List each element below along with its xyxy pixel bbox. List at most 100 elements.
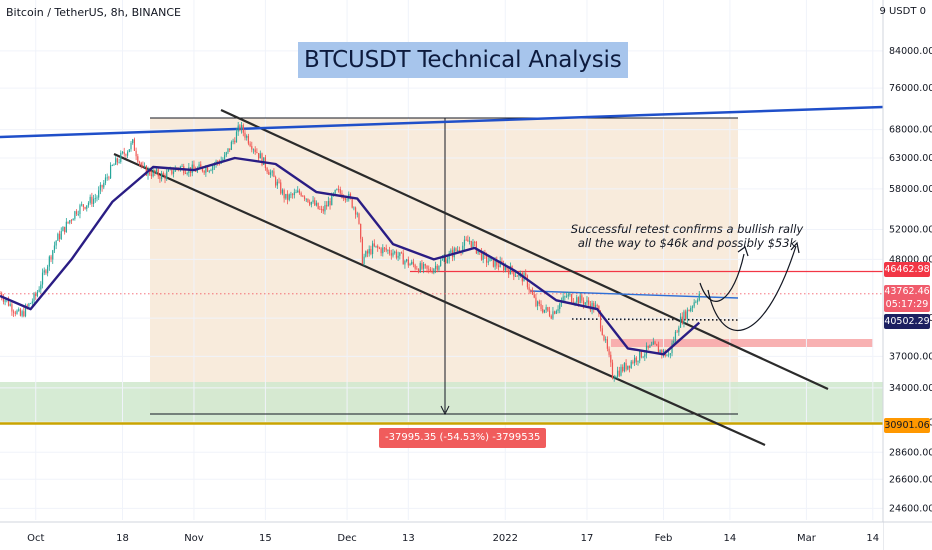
candle-body (222, 159, 224, 161)
candle-body (378, 248, 380, 249)
candle-body (640, 350, 643, 358)
candle-body (150, 174, 153, 177)
forecast-annotation[interactable]: Successful retest confirms a bullish ral… (568, 222, 806, 250)
candle-body (331, 193, 333, 206)
candle-body (239, 125, 241, 130)
candle-body (103, 182, 105, 188)
candle-body (120, 153, 122, 162)
time-tick-label: 17 (581, 533, 594, 544)
candle-body (320, 208, 323, 210)
candle-body (140, 162, 142, 166)
candle-body (639, 350, 641, 361)
candle-body (506, 266, 508, 270)
candle-body (50, 256, 52, 260)
candle-body (70, 220, 73, 222)
candle-body (326, 204, 328, 207)
forecast-arrow-short (699, 253, 745, 302)
candle-body (247, 135, 249, 144)
candle-body (109, 165, 112, 179)
candle-body (492, 257, 494, 267)
candle-body (252, 149, 255, 151)
candle-body (145, 165, 147, 176)
candle-body (344, 198, 346, 201)
candle-body (353, 207, 355, 209)
candle-body (2, 298, 4, 302)
candle-body (96, 197, 98, 199)
candle-body (161, 173, 163, 180)
candle-body (599, 313, 602, 329)
candle-body (608, 348, 610, 355)
candle-body (271, 171, 273, 173)
candle-body (377, 245, 379, 249)
candle-body (186, 173, 188, 174)
candle-body (569, 294, 571, 296)
candle-body (480, 251, 483, 260)
candle-body (586, 300, 588, 303)
candle-body (298, 190, 301, 194)
candle-body (610, 354, 612, 363)
price-tick-label: 58000.00 (889, 184, 932, 195)
candle-body (557, 309, 559, 311)
candle-body (309, 202, 311, 205)
measure-range-zone (150, 118, 738, 414)
candle-body (258, 153, 260, 159)
demand-zone (0, 382, 883, 424)
analysis-title-box[interactable]: BTCUSDT Technical Analysis (298, 42, 628, 78)
candle-body (470, 240, 472, 248)
candle-body (58, 233, 61, 239)
candle-body (154, 170, 156, 173)
candle-body (288, 194, 290, 200)
candle-body (494, 260, 496, 267)
neckline-line (529, 290, 739, 299)
candle-body (434, 265, 437, 269)
candle-body (280, 182, 282, 194)
candle-body (293, 192, 295, 196)
time-tick-label: Nov (184, 533, 204, 544)
candle-body (649, 345, 651, 348)
candle-body (106, 177, 108, 179)
resistance-price-tag: 46462.98 (884, 262, 930, 277)
candle-body (690, 307, 692, 312)
candle-body (691, 306, 694, 308)
support-price-tag: 30901.06 (884, 418, 930, 433)
candle-body (84, 207, 86, 209)
candle-body (171, 168, 173, 174)
candle-body (514, 275, 517, 277)
candle-body (275, 177, 277, 186)
candle-body (35, 293, 37, 297)
candle-body (339, 189, 341, 194)
candle-body (111, 165, 113, 166)
candle-body (375, 245, 377, 247)
candle-body (181, 166, 183, 167)
candle-body (138, 161, 141, 163)
candle-body (395, 251, 398, 258)
candle-body (654, 341, 656, 345)
candle-body (329, 201, 331, 206)
candle-body (337, 188, 340, 190)
candle-body (30, 303, 32, 305)
candle-body (118, 161, 120, 163)
candle-body (144, 165, 146, 167)
candle-body (225, 152, 227, 156)
candle-body (450, 250, 452, 254)
candle-body (637, 360, 639, 362)
candle-body (382, 247, 384, 254)
candle-body (116, 158, 118, 163)
candle-body (397, 255, 399, 258)
measure-label: -37995.35 (-54.53%) -3799535 (379, 428, 547, 448)
candle-body (596, 305, 598, 307)
candle-body (276, 181, 278, 186)
long-trendline (0, 105, 884, 139)
candle-body (273, 171, 275, 178)
candle-body (132, 139, 134, 143)
candle-body (312, 200, 314, 202)
candle-body (128, 149, 130, 153)
candle-body (65, 221, 67, 233)
candle-body (310, 201, 312, 205)
candle-body (673, 340, 675, 344)
candle-body (625, 362, 627, 370)
candle-body (237, 125, 239, 132)
candle-body (261, 153, 263, 165)
